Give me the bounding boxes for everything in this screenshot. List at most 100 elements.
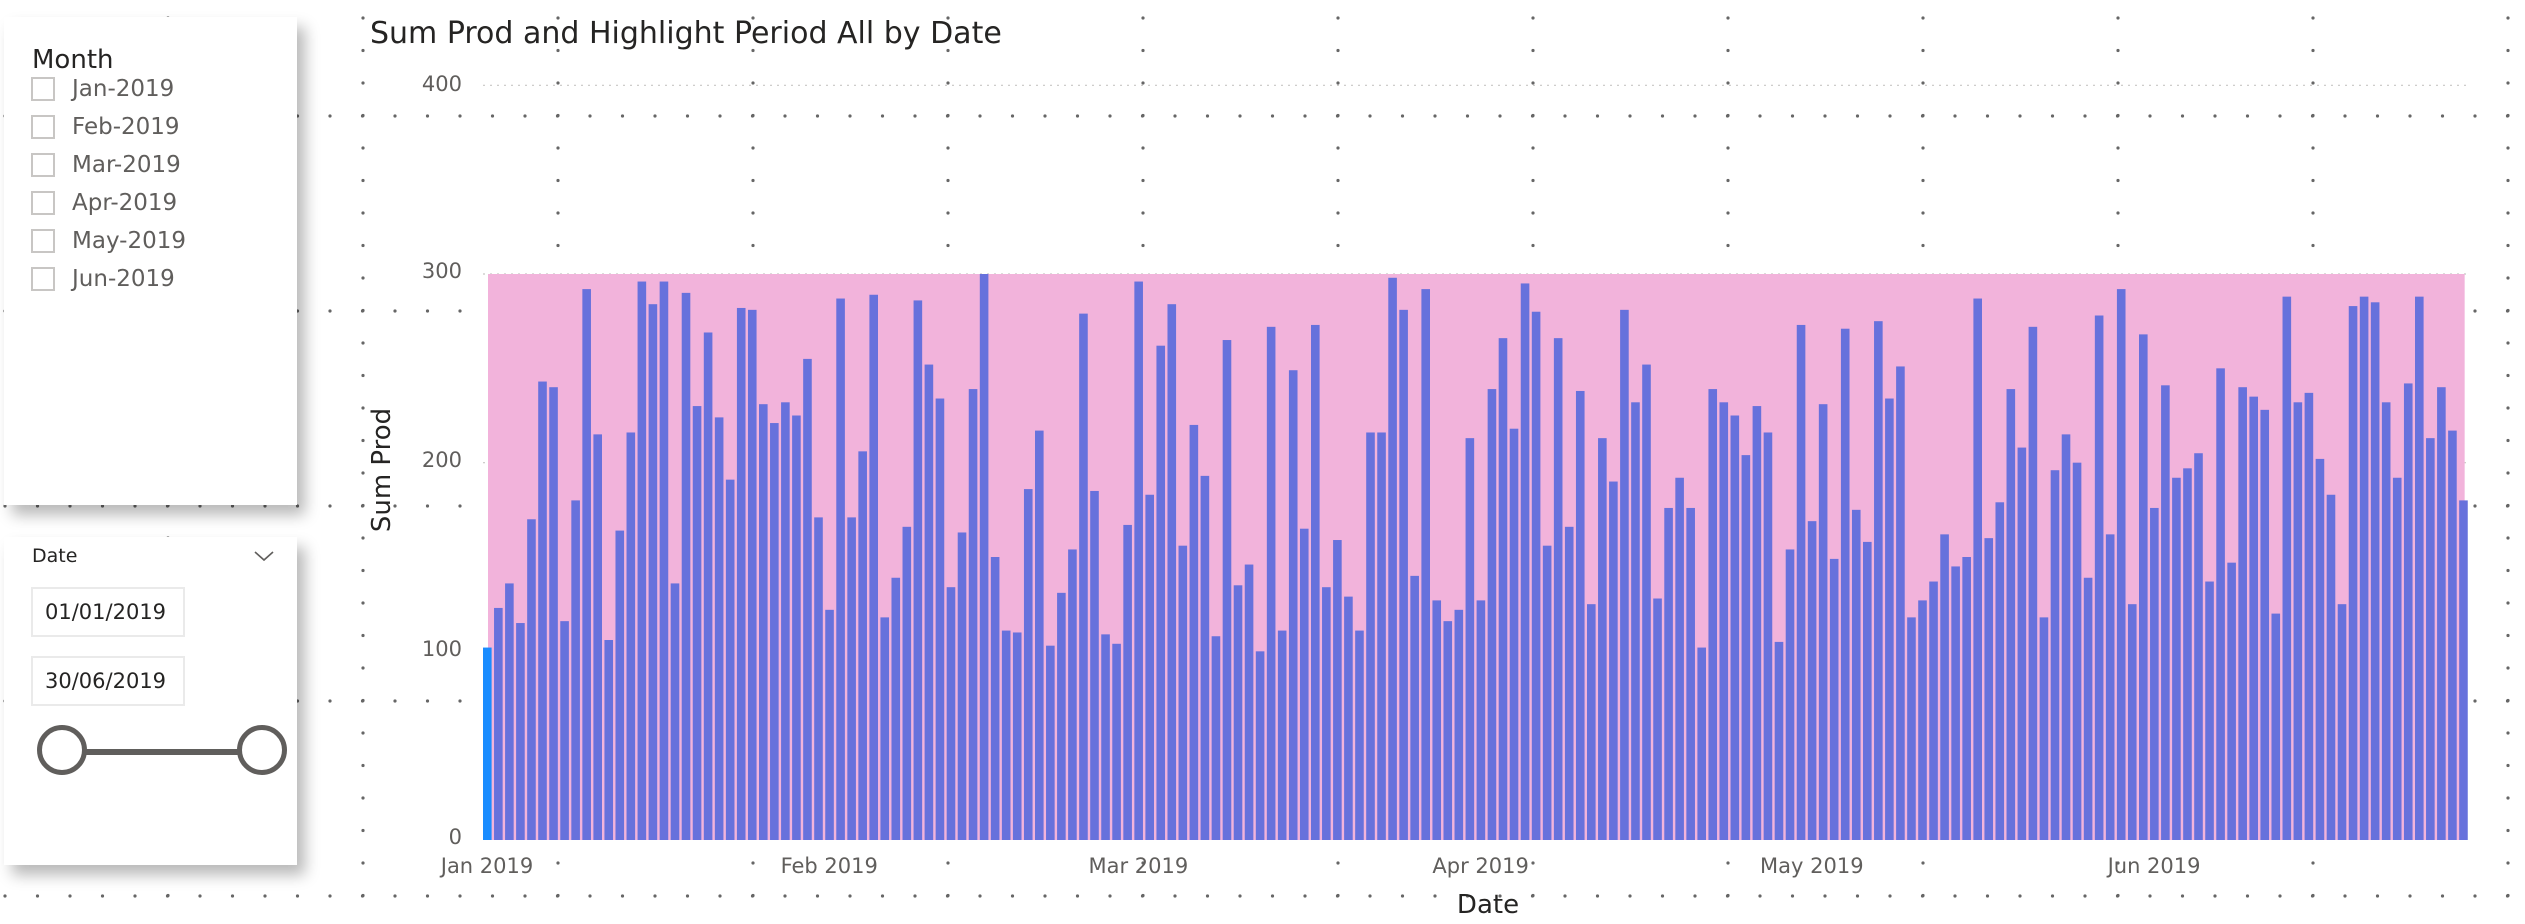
bar[interactable]: [1984, 538, 1994, 840]
bar[interactable]: [527, 519, 536, 840]
bar[interactable]: [968, 389, 978, 840]
month-option[interactable]: May-2019: [31, 225, 186, 257]
bar[interactable]: [1863, 541, 1872, 840]
month-option[interactable]: Apr-2019: [31, 187, 177, 219]
bar[interactable]: [1708, 389, 1718, 840]
slider-start-handle[interactable]: [37, 725, 87, 775]
bar[interactable]: [1233, 585, 1243, 840]
bar[interactable]: [2359, 296, 2369, 840]
bar[interactable]: [2415, 296, 2424, 840]
bar[interactable]: [516, 623, 525, 840]
bar[interactable]: [803, 358, 812, 840]
bar[interactable]: [736, 307, 746, 841]
checkbox[interactable]: [31, 229, 55, 253]
bar[interactable]: [858, 451, 867, 840]
bar[interactable]: [2437, 387, 2446, 840]
bar[interactable]: [615, 530, 625, 840]
bar[interactable]: [1620, 309, 1629, 840]
bar[interactable]: [725, 479, 735, 840]
bar[interactable]: [538, 381, 547, 840]
bar[interactable]: [1079, 313, 1088, 840]
bar[interactable]: [1940, 534, 1949, 840]
bar[interactable]: [1068, 549, 1077, 840]
bar[interactable]: [1918, 600, 1927, 840]
bar[interactable]: [1840, 328, 1850, 840]
bar[interactable]: [1410, 575, 1419, 840]
bar[interactable]: [2249, 396, 2258, 840]
bar[interactable]: [1774, 641, 1784, 840]
bar[interactable]: [659, 281, 669, 841]
month-option[interactable]: Mar-2019: [31, 149, 181, 181]
bar[interactable]: [2304, 392, 2314, 840]
bar[interactable]: [913, 300, 923, 840]
bar[interactable]: [825, 609, 834, 840]
bar[interactable]: [1896, 366, 1905, 840]
bar[interactable]: [1355, 630, 1364, 840]
bar[interactable]: [880, 617, 890, 840]
bar[interactable]: [1995, 502, 2005, 840]
bar[interactable]: [1046, 645, 1055, 840]
bar[interactable]: [1609, 481, 1618, 840]
bar[interactable]: [1973, 298, 1982, 840]
bar[interactable]: [1476, 600, 1486, 840]
bar[interactable]: [1785, 549, 1795, 840]
bar[interactable]: [2381, 402, 2391, 840]
bar[interactable]: [2194, 453, 2203, 840]
checkbox[interactable]: [31, 153, 55, 177]
bar[interactable]: [1421, 289, 1430, 840]
bar[interactable]: [1454, 609, 1464, 840]
bar[interactable]: [571, 500, 580, 840]
bar[interactable]: [957, 532, 967, 840]
bar[interactable]: [2039, 617, 2049, 840]
bar[interactable]: [1520, 283, 1530, 840]
month-option[interactable]: Jun-2019: [31, 263, 175, 295]
bar[interactable]: [1587, 604, 1596, 840]
bar[interactable]: [1752, 406, 1762, 840]
bar[interactable]: [2403, 383, 2413, 840]
bar[interactable]: [1112, 643, 1121, 840]
bar[interactable]: [1145, 494, 1154, 840]
bar[interactable]: [1851, 509, 1861, 840]
bar[interactable]: [2139, 334, 2148, 840]
bar[interactable]: [2326, 494, 2336, 840]
bar[interactable]: [549, 387, 558, 840]
bar[interactable]: [1885, 398, 1894, 840]
bar[interactable]: [2315, 458, 2325, 840]
bar[interactable]: [1929, 581, 1938, 840]
bar[interactable]: [2337, 604, 2347, 840]
bar[interactable]: [1697, 647, 1706, 840]
bar[interactable]: [1829, 558, 1839, 840]
bar[interactable]: [770, 423, 779, 840]
bar[interactable]: [1189, 424, 1199, 840]
slider-end-handle[interactable]: [237, 725, 287, 775]
bar[interactable]: [1730, 415, 1740, 841]
bar[interactable]: [483, 647, 492, 840]
bar[interactable]: [1322, 587, 1331, 840]
bar[interactable]: [2205, 581, 2214, 840]
bar[interactable]: [814, 517, 823, 840]
bar[interactable]: [2293, 402, 2303, 840]
bar[interactable]: [935, 398, 945, 840]
bar[interactable]: [1288, 370, 1298, 840]
checkbox[interactable]: [31, 77, 55, 101]
end-date-input[interactable]: 30/06/2019: [31, 656, 185, 706]
bar[interactable]: [2161, 385, 2170, 840]
bar[interactable]: [1090, 490, 1099, 840]
bar[interactable]: [1023, 489, 1033, 840]
bar[interactable]: [670, 583, 680, 840]
bar[interactable]: [1642, 364, 1651, 840]
bar[interactable]: [1012, 632, 1022, 840]
bar[interactable]: [505, 583, 514, 840]
bar[interactable]: [1244, 564, 1254, 840]
bar[interactable]: [990, 557, 1000, 840]
bar[interactable]: [2094, 315, 2104, 840]
bar[interactable]: [1675, 477, 1684, 840]
bar[interactable]: [1874, 321, 1883, 841]
bar[interactable]: [1796, 324, 1806, 840]
bar[interactable]: [2172, 477, 2181, 840]
bar[interactable]: [1178, 545, 1188, 840]
bar[interactable]: [1509, 428, 1519, 840]
bar[interactable]: [648, 304, 658, 841]
bar[interactable]: [1719, 402, 1729, 840]
bar[interactable]: [2260, 409, 2270, 840]
